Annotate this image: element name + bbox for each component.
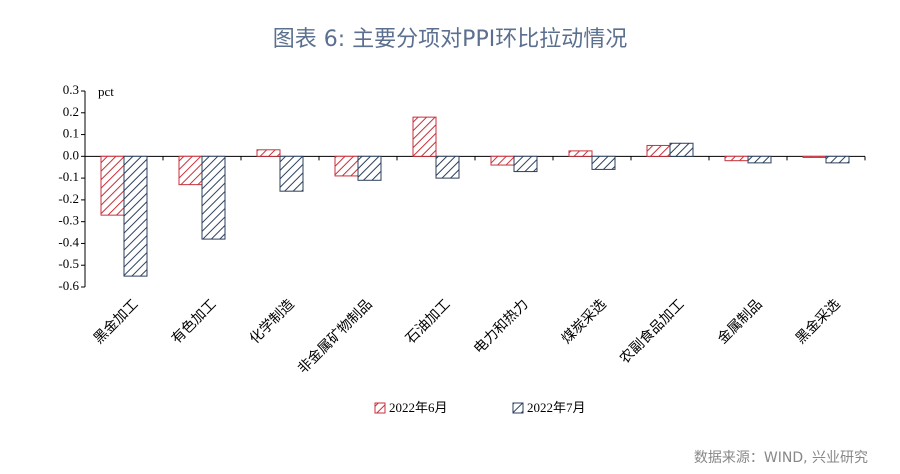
bar <box>646 144 671 157</box>
bar <box>591 155 616 170</box>
bar <box>669 142 694 157</box>
bar <box>568 150 593 157</box>
y-tick-label: 0.0 <box>63 147 79 162</box>
x-tick-label: 农副食品加工 <box>616 296 687 367</box>
y-tick-label: 0.3 <box>63 82 79 97</box>
bar <box>435 155 460 179</box>
y-tick-label: -0.4 <box>58 234 79 249</box>
bar <box>747 155 772 164</box>
y-tick-label: -0.1 <box>58 169 79 184</box>
legend-label: 2022年6月 <box>389 400 448 415</box>
y-tick-label: 0.1 <box>63 126 79 141</box>
bar <box>490 155 515 166</box>
bar <box>201 155 226 240</box>
x-tick-label: 有色加工 <box>168 296 220 348</box>
bar <box>279 155 304 192</box>
y-axis-label: pct <box>98 84 114 99</box>
bar <box>802 155 827 158</box>
bar <box>412 116 437 157</box>
y-tick-label: 0.2 <box>63 104 79 119</box>
legend-swatch <box>374 402 386 414</box>
bar <box>123 155 148 277</box>
legend-label: 2022年7月 <box>527 400 586 415</box>
y-tick-label: -0.2 <box>58 191 79 206</box>
y-tick-label: -0.3 <box>58 213 79 228</box>
x-tick-label: 化学制造 <box>247 296 298 347</box>
y-tick-label: -0.6 <box>58 278 79 293</box>
x-tick-label: 黑金采选 <box>793 296 844 347</box>
x-tick-label: 非金属矿物制品 <box>295 296 376 377</box>
bar <box>256 149 281 157</box>
legend-swatch <box>512 402 524 414</box>
x-tick-label: 金属制品 <box>715 296 766 347</box>
bar <box>100 155 125 216</box>
x-tick-label: 煤炭采选 <box>559 296 610 347</box>
bar <box>178 155 203 186</box>
bar <box>357 155 382 181</box>
bar <box>825 155 850 164</box>
bar <box>334 155 359 177</box>
bar <box>513 155 538 173</box>
source: 数据来源：WIND, 兴业研究 <box>694 450 868 466</box>
chart-title: 图表 6: 主要分项对PPI环比拉动情况 <box>273 27 627 52</box>
x-tick-label: 黑金加工 <box>91 296 142 347</box>
x-tick-label: 石油加工 <box>403 296 454 347</box>
y-tick-label: -0.5 <box>58 256 79 271</box>
x-tick-label: 电力和热力 <box>471 296 532 357</box>
bar <box>724 155 749 162</box>
